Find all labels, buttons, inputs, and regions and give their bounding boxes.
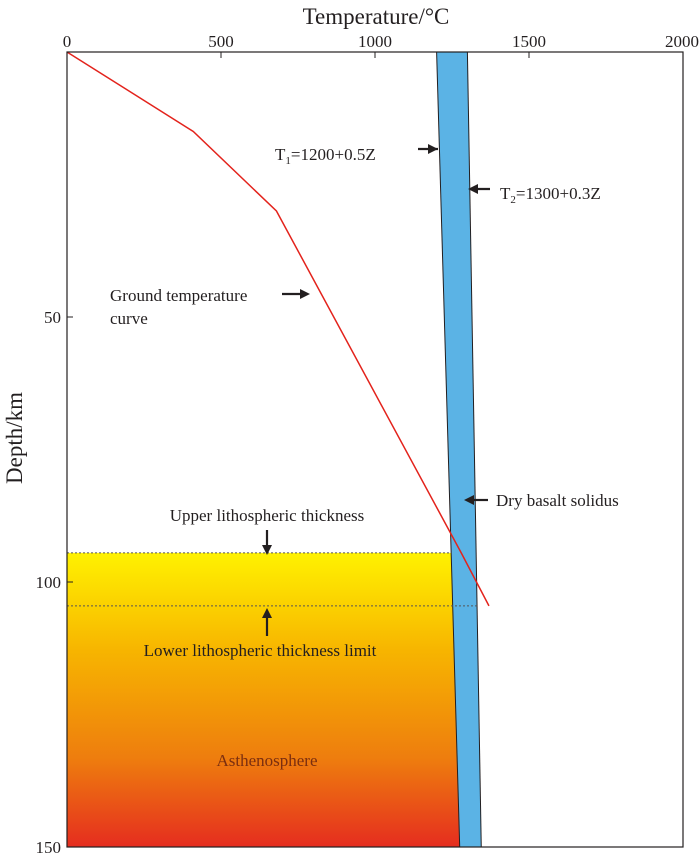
- ground-temperature-label: Ground temperature: [110, 286, 247, 305]
- upper-lithosphere-label: Upper lithospheric thickness: [170, 506, 365, 525]
- x-axis-ticks: 0 500 1000 1500 2000: [63, 32, 699, 58]
- ground-temperature-curve: [66, 51, 490, 607]
- x-tick-label: 500: [208, 32, 234, 51]
- x-tick-label: 1000: [358, 32, 392, 51]
- t1-arrowhead-icon: [428, 144, 438, 154]
- lower-lithosphere-label: Lower lithospheric thickness limit: [144, 641, 377, 660]
- x-axis-title: Temperature/°C: [303, 4, 450, 29]
- solidus-t1-line: [436, 51, 461, 848]
- x-tick-label: 1500: [512, 32, 546, 51]
- asthenosphere-region: [67, 552, 460, 847]
- asthenosphere-label: Asthenosphere: [216, 751, 317, 770]
- solidus-t2-line: [466, 51, 482, 848]
- ground-arrowhead-icon: [300, 289, 310, 299]
- y-tick-label: 150: [36, 838, 62, 857]
- t2-label: T2=1300+0.3Z: [500, 184, 601, 206]
- ground-temperature-label-line2: curve: [110, 309, 148, 328]
- lower-arrowhead-icon: [262, 608, 272, 618]
- y-axis-ticks: 50 100 150: [36, 308, 73, 857]
- dry-basalt-solidus-label: Dry basalt solidus: [496, 491, 619, 510]
- y-tick-label: 100: [36, 573, 62, 592]
- x-tick-label: 0: [63, 32, 72, 51]
- annotation-arrows: [262, 144, 490, 636]
- y-tick-label: 50: [44, 308, 61, 327]
- dry-basalt-arrowhead-icon: [464, 495, 474, 505]
- t2-arrowhead-icon: [468, 184, 478, 194]
- dry-basalt-solidus-band: [436, 52, 482, 847]
- upper-arrowhead-icon: [262, 545, 272, 555]
- y-axis-title: Depth/km: [2, 392, 27, 484]
- x-tick-label: 2000: [665, 32, 699, 51]
- t1-label: T1=1200+0.5Z: [275, 145, 376, 167]
